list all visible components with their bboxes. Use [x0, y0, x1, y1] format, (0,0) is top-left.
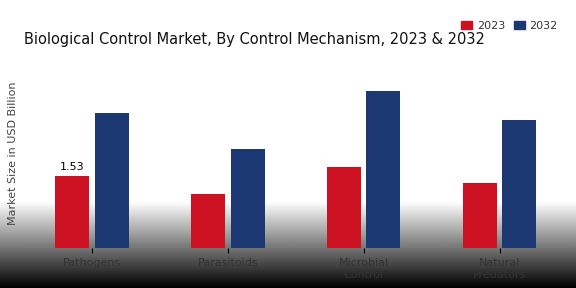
- Y-axis label: Market Size in USD Billion: Market Size in USD Billion: [8, 82, 18, 225]
- Bar: [463, 183, 497, 248]
- Text: Biological Control Market, By Control Mechanism, 2023 & 2032: Biological Control Market, By Control Me…: [24, 32, 485, 47]
- Bar: [191, 194, 225, 248]
- Bar: [366, 92, 400, 248]
- Text: 1.53: 1.53: [60, 162, 85, 172]
- Bar: [230, 149, 264, 248]
- Bar: [94, 113, 128, 248]
- Bar: [55, 176, 89, 248]
- Legend: 2023, 2032: 2023, 2032: [457, 16, 562, 35]
- Bar: [327, 166, 361, 248]
- Bar: [502, 120, 536, 248]
